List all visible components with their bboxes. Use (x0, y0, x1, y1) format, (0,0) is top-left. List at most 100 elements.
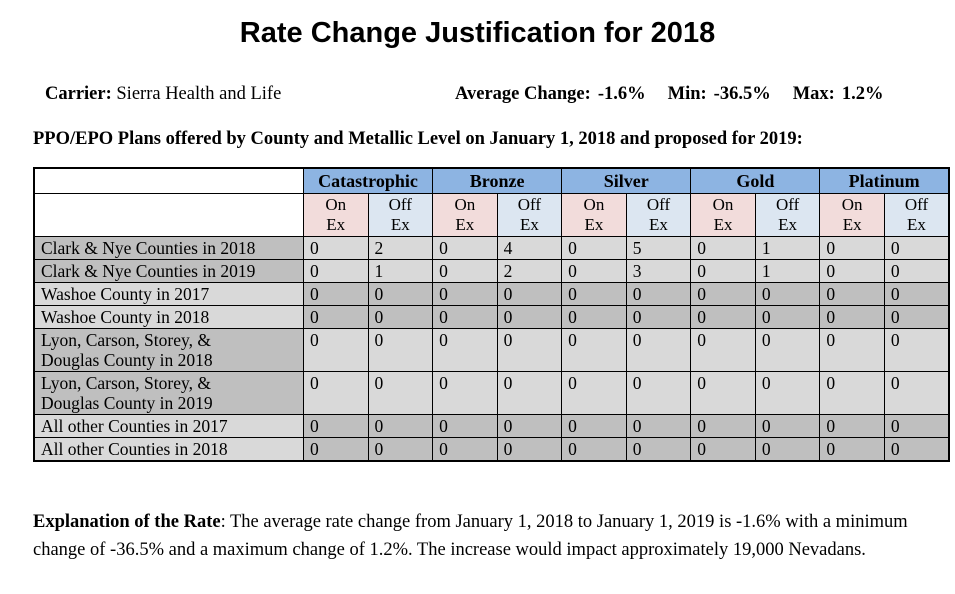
plan-count-cell: 0 (496, 304, 563, 329)
plan-count-cell: 0 (625, 304, 692, 329)
plan-count-cell: 0 (561, 258, 627, 283)
row-label: Washoe County in 2018 (33, 304, 304, 329)
row-label: Clark & Nye Counties in 2018 (33, 235, 304, 260)
plan-count-cell: 0 (754, 327, 821, 372)
explanation-paragraph: Explanation of the Rate: The average rat… (33, 508, 922, 564)
table-row: All other Counties in 2018 0 0 0 0 0 0 0 0 0 0 (33, 436, 950, 461)
plan-count-cell: 0 (819, 304, 885, 329)
plan-count-cell: 0 (883, 413, 950, 438)
plan-count-cell: 0 (302, 370, 369, 415)
on-exchange-header: On Ex (432, 192, 498, 237)
plan-count-cell: 0 (561, 281, 627, 306)
plan-count-cell: 0 (302, 327, 369, 372)
plan-count-cell: 1 (367, 258, 434, 283)
plan-count-cell: 0 (690, 436, 756, 461)
plan-count-cell: 0 (819, 370, 885, 415)
plan-count-cell: 5 (625, 235, 692, 260)
plan-count-cell: 0 (432, 370, 498, 415)
carrier-stats-row: Carrier: Sierra Health and Life Average … (45, 84, 955, 105)
plans-by-county-table: Catastrophic Bronze Silver Gold Platinum On E… (33, 167, 950, 462)
plan-count-cell: 0 (367, 327, 434, 372)
plan-count-cell: 0 (302, 413, 369, 438)
plan-count-cell: 0 (625, 281, 692, 306)
on-exchange-header: On Ex (561, 192, 627, 237)
metal-level-header-row: Catastrophic Bronze Silver Gold Platinum (33, 167, 950, 194)
plan-count-cell: 0 (754, 281, 821, 306)
plan-count-cell: 1 (754, 258, 821, 283)
plan-count-cell: 0 (496, 413, 563, 438)
row-label: Lyon, Carson, Storey, & Douglas County i… (33, 370, 304, 415)
plan-count-cell: 0 (367, 370, 434, 415)
plan-count-cell: 0 (561, 413, 627, 438)
page-title: Rate Change Justification for 2018 (239, 17, 716, 49)
min-value: -36.5% (713, 84, 771, 104)
off-exchange-header: Off Ex (367, 192, 434, 237)
min-label: Min: (667, 84, 707, 104)
plan-count-cell: 0 (432, 436, 498, 461)
plan-count-cell: 0 (432, 413, 498, 438)
plan-count-cell: 0 (302, 281, 369, 306)
row-label: All other Counties in 2018 (33, 436, 304, 461)
plan-count-cell: 0 (819, 258, 885, 283)
plan-count-cell: 0 (819, 413, 885, 438)
plan-count-cell: 0 (690, 413, 756, 438)
plan-count-cell: 0 (496, 281, 563, 306)
plan-count-cell: 0 (883, 281, 950, 306)
plan-count-cell: 0 (302, 235, 369, 260)
exchange-header-row: On Ex Off Ex On Ex Off Ex On Ex Off Ex On Ex Of… (33, 192, 950, 237)
max-value: 1.2% (841, 84, 884, 104)
plan-count-cell: 0 (496, 327, 563, 372)
carrier-value: Sierra Health and Life (116, 84, 282, 104)
off-exchange-header: Off Ex (754, 192, 821, 237)
on-exchange-header: On Ex (819, 192, 885, 237)
plan-count-cell: 0 (625, 413, 692, 438)
table-row: Washoe County in 2017 0 0 0 0 0 0 0 0 0 0 (33, 281, 950, 306)
plan-count-cell: 2 (496, 258, 563, 283)
plan-count-cell: 0 (367, 304, 434, 329)
plan-count-cell: 0 (302, 436, 369, 461)
row-label: Washoe County in 2017 (33, 281, 304, 306)
plan-count-cell: 0 (625, 327, 692, 372)
plan-count-cell: 0 (690, 281, 756, 306)
plan-count-cell: 0 (625, 436, 692, 461)
plan-count-cell: 1 (754, 235, 821, 260)
table-row: Clark & Nye Counties in 2018 0 2 0 4 0 5 0 1 0 0 (33, 235, 950, 260)
plan-count-cell: 0 (432, 235, 498, 260)
rate-stats: Average Change: -1.6% Min: -36.5% Max: 1.2% (455, 84, 883, 105)
plan-count-cell: 0 (690, 370, 756, 415)
plan-count-cell: 0 (302, 258, 369, 283)
metal-header-silver: Silver (561, 167, 692, 194)
explanation-label: Explanation of the Rate (33, 511, 221, 532)
plan-count-cell: 0 (561, 436, 627, 461)
row-label: All other Counties in 2017 (33, 413, 304, 438)
plan-count-cell: 3 (625, 258, 692, 283)
plan-count-cell: 0 (690, 327, 756, 372)
on-exchange-header: On Ex (302, 192, 369, 237)
plan-count-cell: 0 (561, 304, 627, 329)
plan-count-cell: 0 (432, 304, 498, 329)
table-caption: PPO/EPO Plans offered by County and Meta… (33, 129, 803, 149)
average-change-value: -1.6% (597, 84, 646, 104)
max-label: Max: (792, 84, 835, 104)
metal-header-bronze: Bronze (432, 167, 563, 194)
plan-count-cell: 0 (819, 281, 885, 306)
plan-count-cell: 0 (819, 327, 885, 372)
corner-cell-bottom (33, 192, 304, 237)
plan-count-cell: 0 (367, 413, 434, 438)
plan-count-cell: 0 (883, 258, 950, 283)
plan-count-cell: 2 (367, 235, 434, 260)
average-change-label: Average Change: (455, 84, 591, 104)
plan-count-cell: 4 (496, 235, 563, 260)
plan-count-cell: 0 (561, 327, 627, 372)
plan-count-cell: 0 (367, 281, 434, 306)
table-row: Lyon, Carson, Storey, & Douglas County i… (33, 327, 950, 372)
plan-count-cell: 0 (883, 304, 950, 329)
plan-count-cell: 0 (625, 370, 692, 415)
explanation-text: : The average rate change from January 1… (33, 511, 908, 560)
plan-count-cell: 0 (690, 235, 756, 260)
row-label: Clark & Nye Counties in 2019 (33, 258, 304, 283)
plan-count-cell: 0 (432, 327, 498, 372)
row-label: Lyon, Carson, Storey, & Douglas County i… (33, 327, 304, 372)
plan-count-cell: 0 (754, 413, 821, 438)
